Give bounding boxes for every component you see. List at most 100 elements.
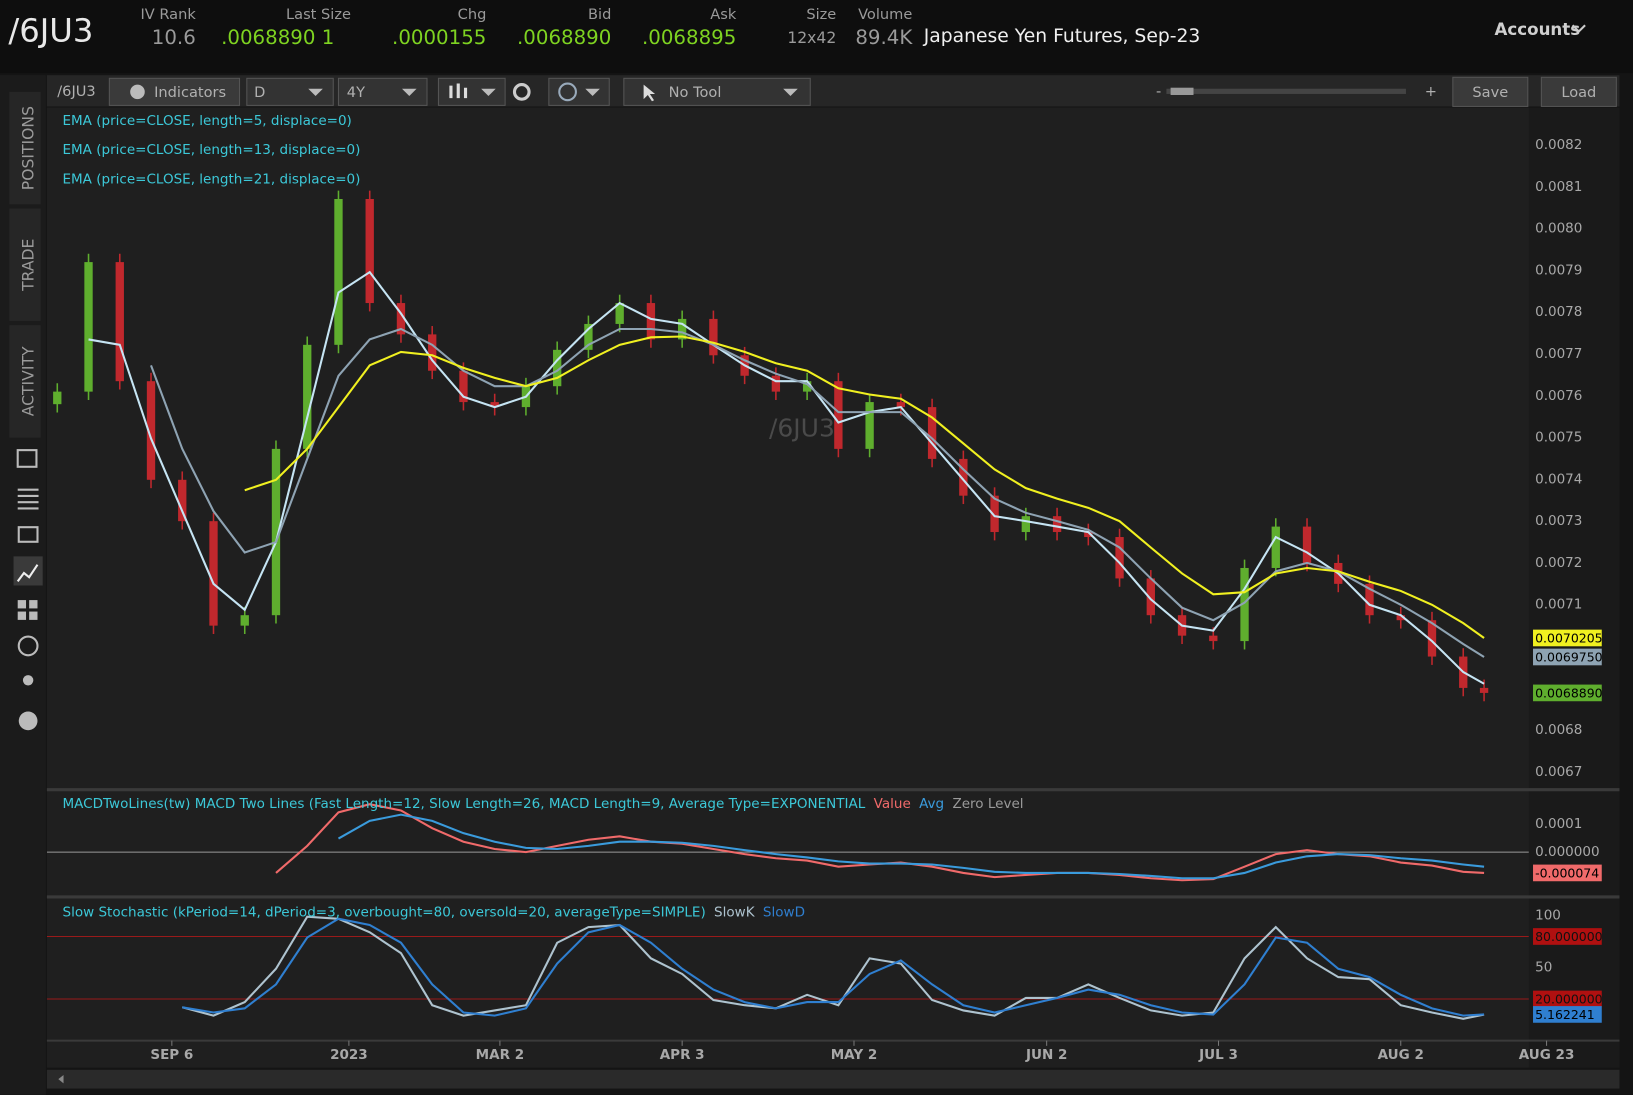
indicators-button[interactable] xyxy=(108,77,241,106)
save[interactable]: Save xyxy=(1472,84,1508,101)
symbol: /6JU3 xyxy=(8,12,93,50)
tab[interactable] xyxy=(9,325,41,438)
candle-body xyxy=(615,303,624,324)
description: Japanese Yen Futures, Sep-23 xyxy=(923,26,1201,47)
y-tick-label: 0.0001 xyxy=(1535,816,1582,832)
candle-body xyxy=(959,458,968,496)
drawings-icon xyxy=(558,82,577,102)
x-tick-label: 2023 xyxy=(330,1047,368,1063)
scrollbar[interactable] xyxy=(46,1069,1620,1089)
value-label: -0.000074 xyxy=(1535,865,1599,880)
chart-style-button[interactable] xyxy=(437,77,506,106)
field-value: .0000155 xyxy=(392,26,486,49)
icon[interactable] xyxy=(17,600,27,609)
tool-dropdown[interactable] xyxy=(623,77,811,106)
icon[interactable] xyxy=(22,675,34,686)
value-label: 0.0070205 xyxy=(1535,631,1603,646)
drawings-button[interactable] xyxy=(548,77,610,106)
zoom-thumb[interactable] xyxy=(1170,87,1194,95)
range[interactable]: 4Y xyxy=(347,84,365,101)
candle-body xyxy=(303,344,312,449)
icon[interactable] xyxy=(16,449,38,468)
y-tick-label: 0.000000 xyxy=(1535,844,1600,860)
tool[interactable]: No Tool xyxy=(669,84,722,101)
accounts[interactable]: Accounts xyxy=(1494,20,1580,39)
value-label: 0.0069750 xyxy=(1535,650,1603,665)
icon[interactable] xyxy=(17,635,39,657)
load-button[interactable] xyxy=(1540,76,1617,107)
candle-body xyxy=(428,334,437,371)
settings-icon[interactable] xyxy=(512,83,531,101)
sidebar: POSITIONS TRADE ACTIVITY xyxy=(0,75,46,1095)
indicators-icon xyxy=(130,84,145,100)
caret xyxy=(481,88,496,97)
series-line xyxy=(337,813,1485,880)
candle-body xyxy=(1427,620,1437,657)
y-tick-label: 50 xyxy=(1535,960,1552,976)
pointer-icon xyxy=(643,84,656,102)
value-label-box xyxy=(1533,864,1602,882)
candle-body xyxy=(771,375,781,392)
zoom-track xyxy=(1166,88,1406,94)
tab[interactable] xyxy=(9,208,41,321)
y-tick-label: 0.0081 xyxy=(1535,179,1582,195)
x-tick-label: APR 3 xyxy=(660,1047,705,1063)
series-line xyxy=(88,270,1485,685)
tab-label[interactable]: ACTIVITY xyxy=(20,346,38,416)
x-tick-label: MAY 2 xyxy=(831,1047,878,1063)
value-label-box xyxy=(1533,928,1602,945)
icon[interactable] xyxy=(17,526,39,543)
series-line xyxy=(182,917,1485,1017)
value-label-box xyxy=(1533,1006,1602,1023)
scroll-left[interactable] xyxy=(58,1074,64,1084)
candle-body xyxy=(1396,615,1405,621)
candle-body xyxy=(927,407,937,459)
y-tick-label: 0.0067 xyxy=(1535,764,1582,780)
tab[interactable] xyxy=(9,91,41,205)
icon[interactable] xyxy=(17,488,39,510)
candle-body xyxy=(834,381,843,449)
candle-body xyxy=(1240,567,1249,642)
candles-icon xyxy=(449,83,468,99)
watermark: /6JU3 xyxy=(769,413,835,442)
candle-body xyxy=(709,318,718,356)
indicators-label[interactable]: Indicators xyxy=(154,84,226,101)
candle-body xyxy=(209,521,218,626)
legend-entry: Value xyxy=(874,796,911,812)
candle-body xyxy=(1115,537,1124,579)
candle-body xyxy=(146,381,156,480)
x-tick-label: JUN 2 xyxy=(1025,1047,1067,1063)
chart-area xyxy=(46,107,1620,1068)
help-icon[interactable] xyxy=(18,711,38,731)
candle-body xyxy=(1302,526,1312,563)
toolbar-items: /6JU3 Indicators D 4Y No Tool - + Save L… xyxy=(57,76,1617,107)
price-axis xyxy=(1528,107,1620,1068)
x-tick-label: MAR 2 xyxy=(476,1047,524,1063)
icon xyxy=(29,600,38,609)
candle-body xyxy=(646,303,656,340)
tab-label[interactable]: TRADE xyxy=(20,239,38,292)
zoom-out[interactable]: - xyxy=(1156,83,1161,100)
y-tick-label: 100 xyxy=(1535,908,1561,924)
candle-body xyxy=(677,318,687,340)
field-label: Volume xyxy=(858,6,912,23)
toolbar-symbol[interactable]: /6JU3 xyxy=(57,83,95,100)
y-tick-label: 0.0078 xyxy=(1535,304,1582,320)
aggregation[interactable]: D xyxy=(254,84,265,101)
caret xyxy=(585,88,600,97)
field-value: 10.6 xyxy=(152,26,196,49)
field-value: 12x42 xyxy=(787,29,836,47)
zoom-in[interactable]: + xyxy=(1425,83,1437,100)
candle-body xyxy=(1052,516,1062,533)
legend-entry: SlowK xyxy=(714,905,756,921)
tab-label[interactable]: POSITIONS xyxy=(20,106,38,190)
field-value: .0068895 xyxy=(642,26,736,49)
candle-body xyxy=(396,303,406,335)
save-button[interactable] xyxy=(1452,76,1529,107)
legend-entry: EMA (price=CLOSE, length=21, displace=0) xyxy=(62,171,360,187)
load[interactable]: Load xyxy=(1561,84,1596,101)
legend-entry: EMA (price=CLOSE, length=5, displace=0) xyxy=(62,113,351,129)
candle-body xyxy=(490,402,499,408)
x-tick-label: AUG 23 xyxy=(1519,1047,1575,1063)
